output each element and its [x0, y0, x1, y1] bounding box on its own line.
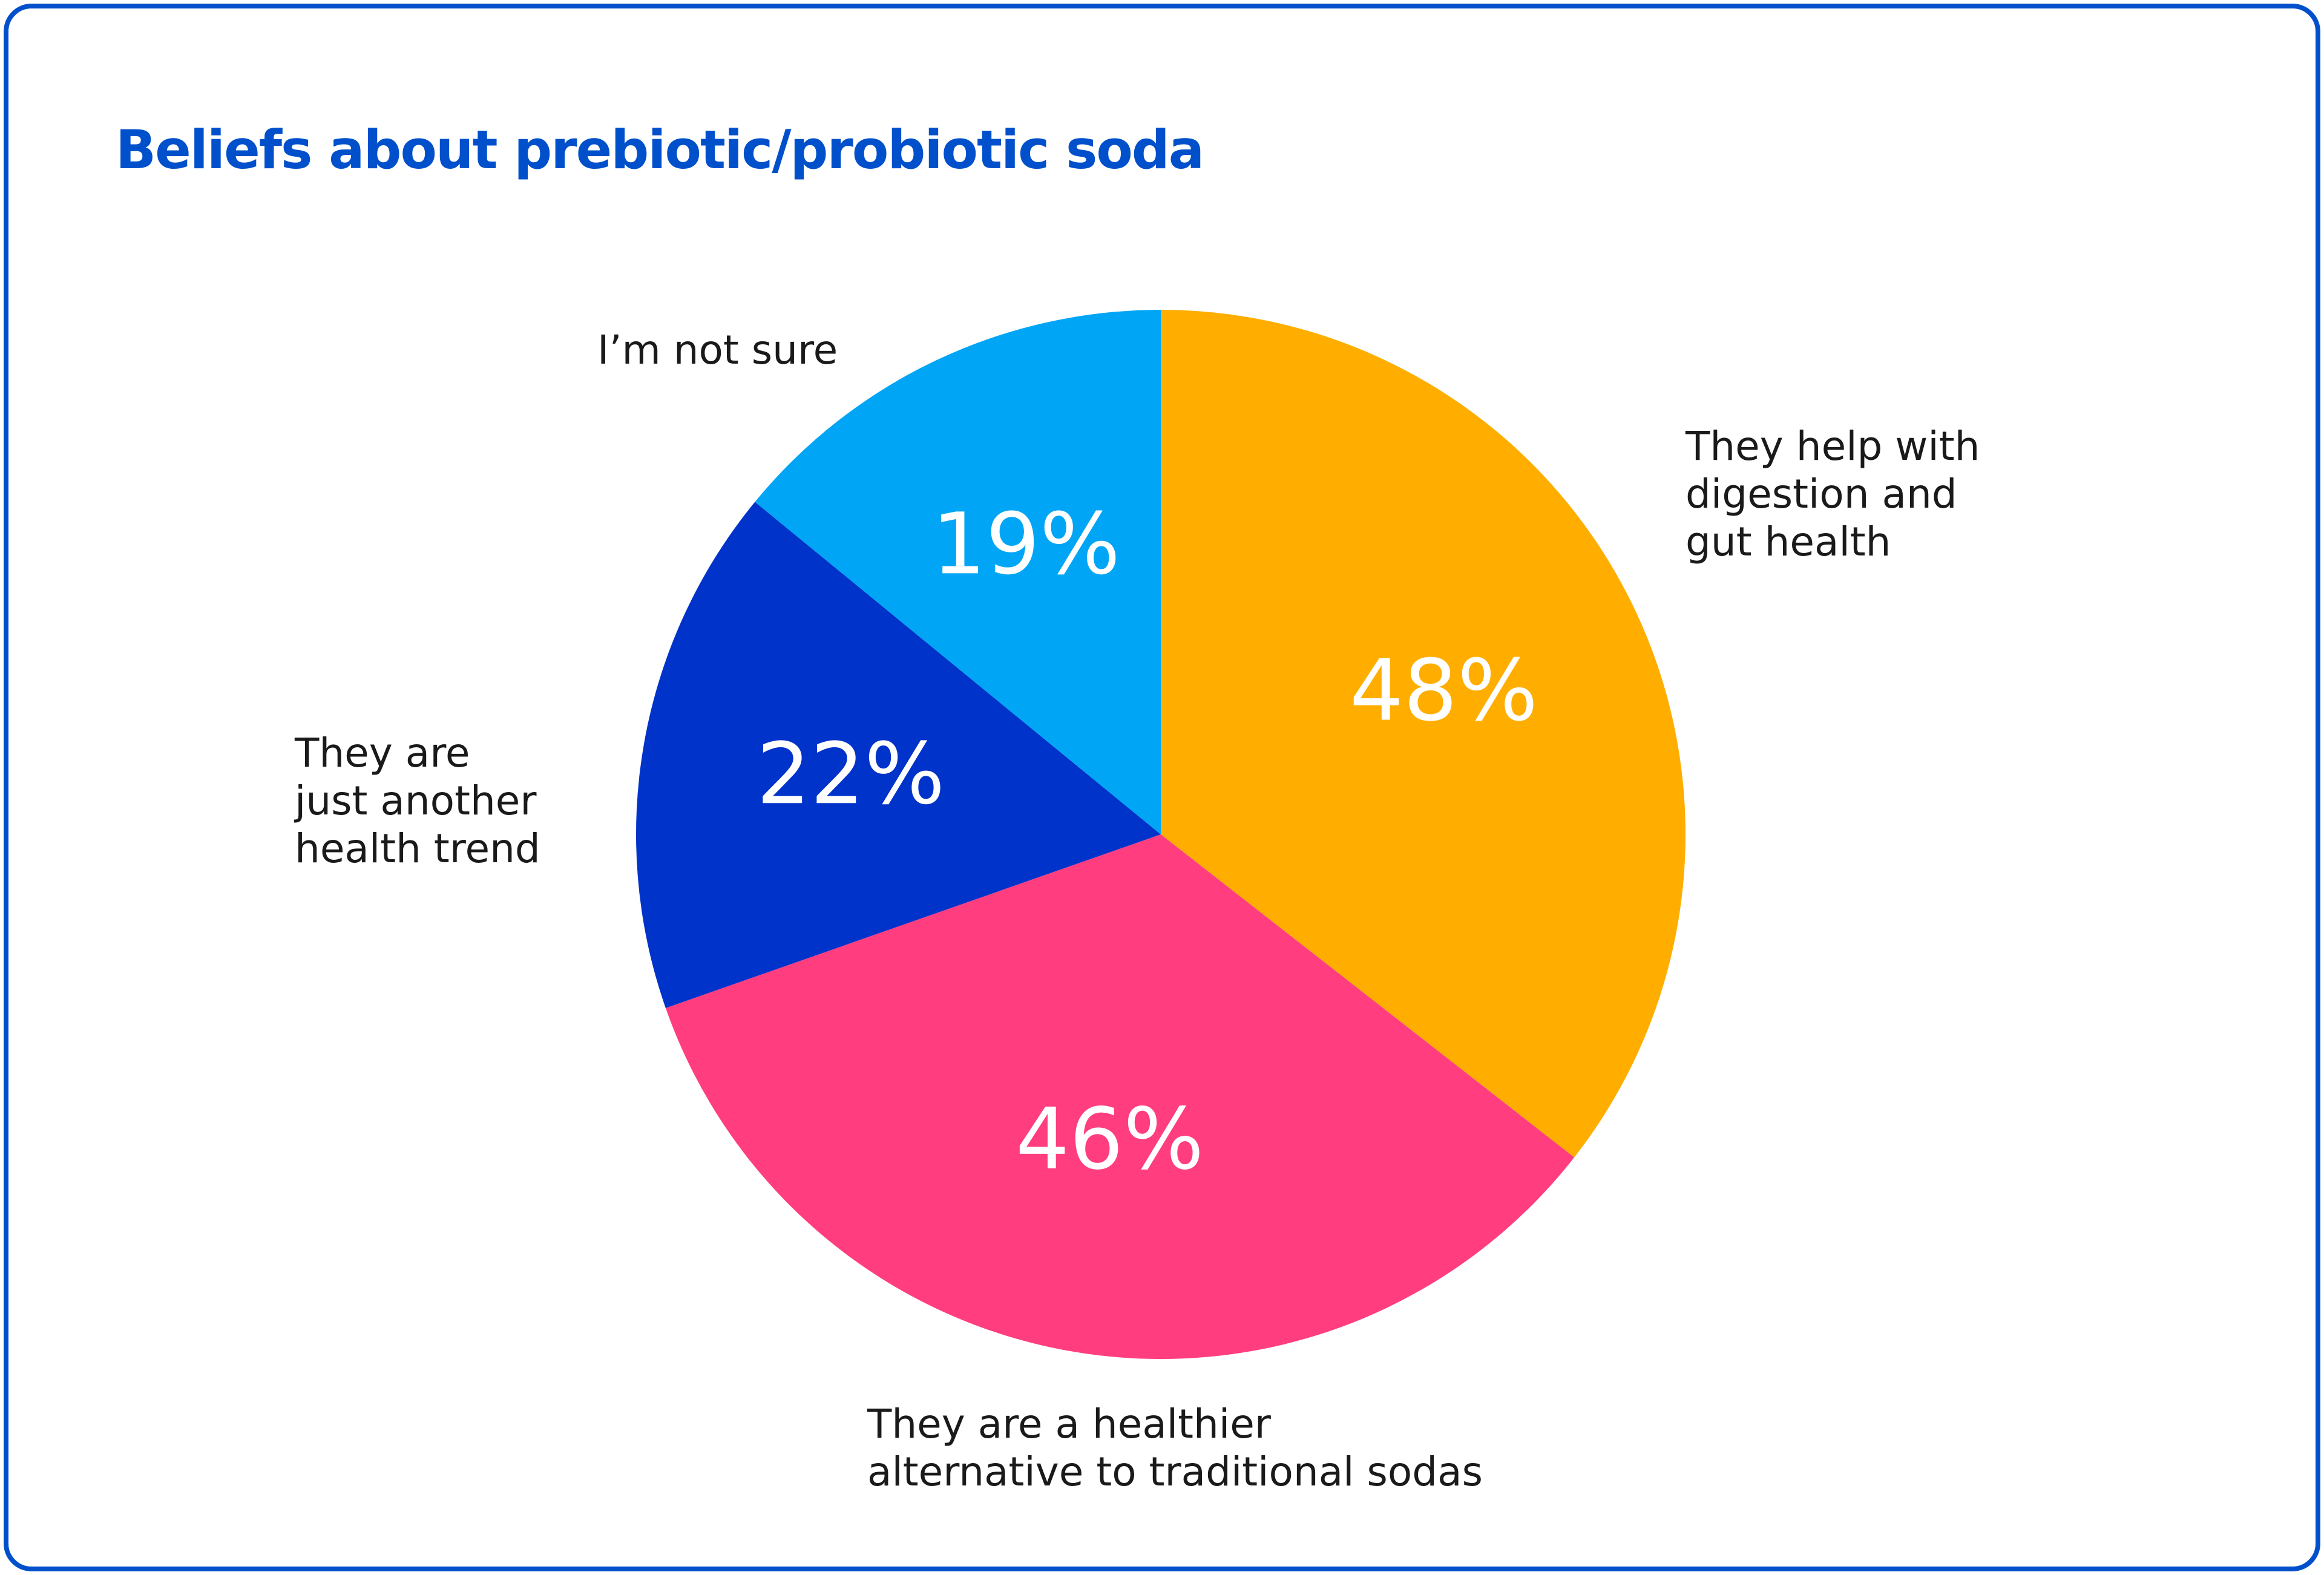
frame [4, 4, 2320, 1571]
pie-slice [1161, 310, 1686, 1158]
value-label: 48% [1350, 642, 1538, 741]
category-label: I’m not sure [597, 327, 838, 373]
value-label: 46% [1016, 1090, 1204, 1189]
pie-slice [636, 502, 1161, 1009]
pie-slice [665, 834, 1575, 1359]
category-label: They help with digestion and gut health [1686, 423, 1980, 565]
category-label: They are just another health trend [295, 730, 540, 872]
value-label: 19% [932, 495, 1120, 594]
value-label: 22% [757, 725, 945, 824]
pie-slice [755, 309, 1161, 834]
category-label: They are a healthier alternative to trad… [867, 1401, 1483, 1495]
chart-title: Beliefs about prebiotic/probiotic soda [116, 119, 1204, 181]
